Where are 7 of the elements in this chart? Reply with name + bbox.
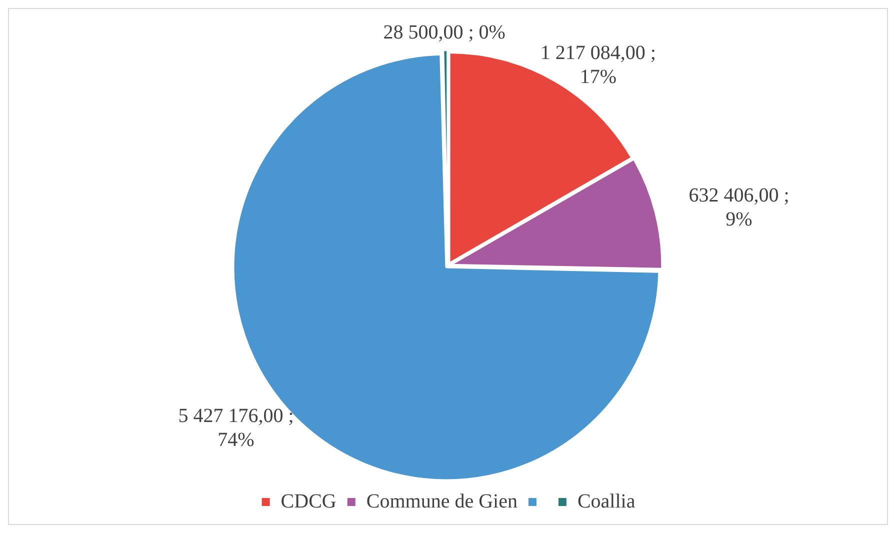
data-label: 1 217 084,00 ; 17% xyxy=(540,42,656,88)
legend-label: Commune de Gien xyxy=(366,490,518,512)
legend-label: CDCG xyxy=(280,490,336,512)
data-label: 5 427 176,00 ; 74% xyxy=(178,405,294,452)
legend-label: Coallia xyxy=(577,490,636,512)
data-label: 632 406,00 ; 9% xyxy=(688,184,790,230)
data-label: 28 500,00 ; 0% xyxy=(383,21,506,44)
